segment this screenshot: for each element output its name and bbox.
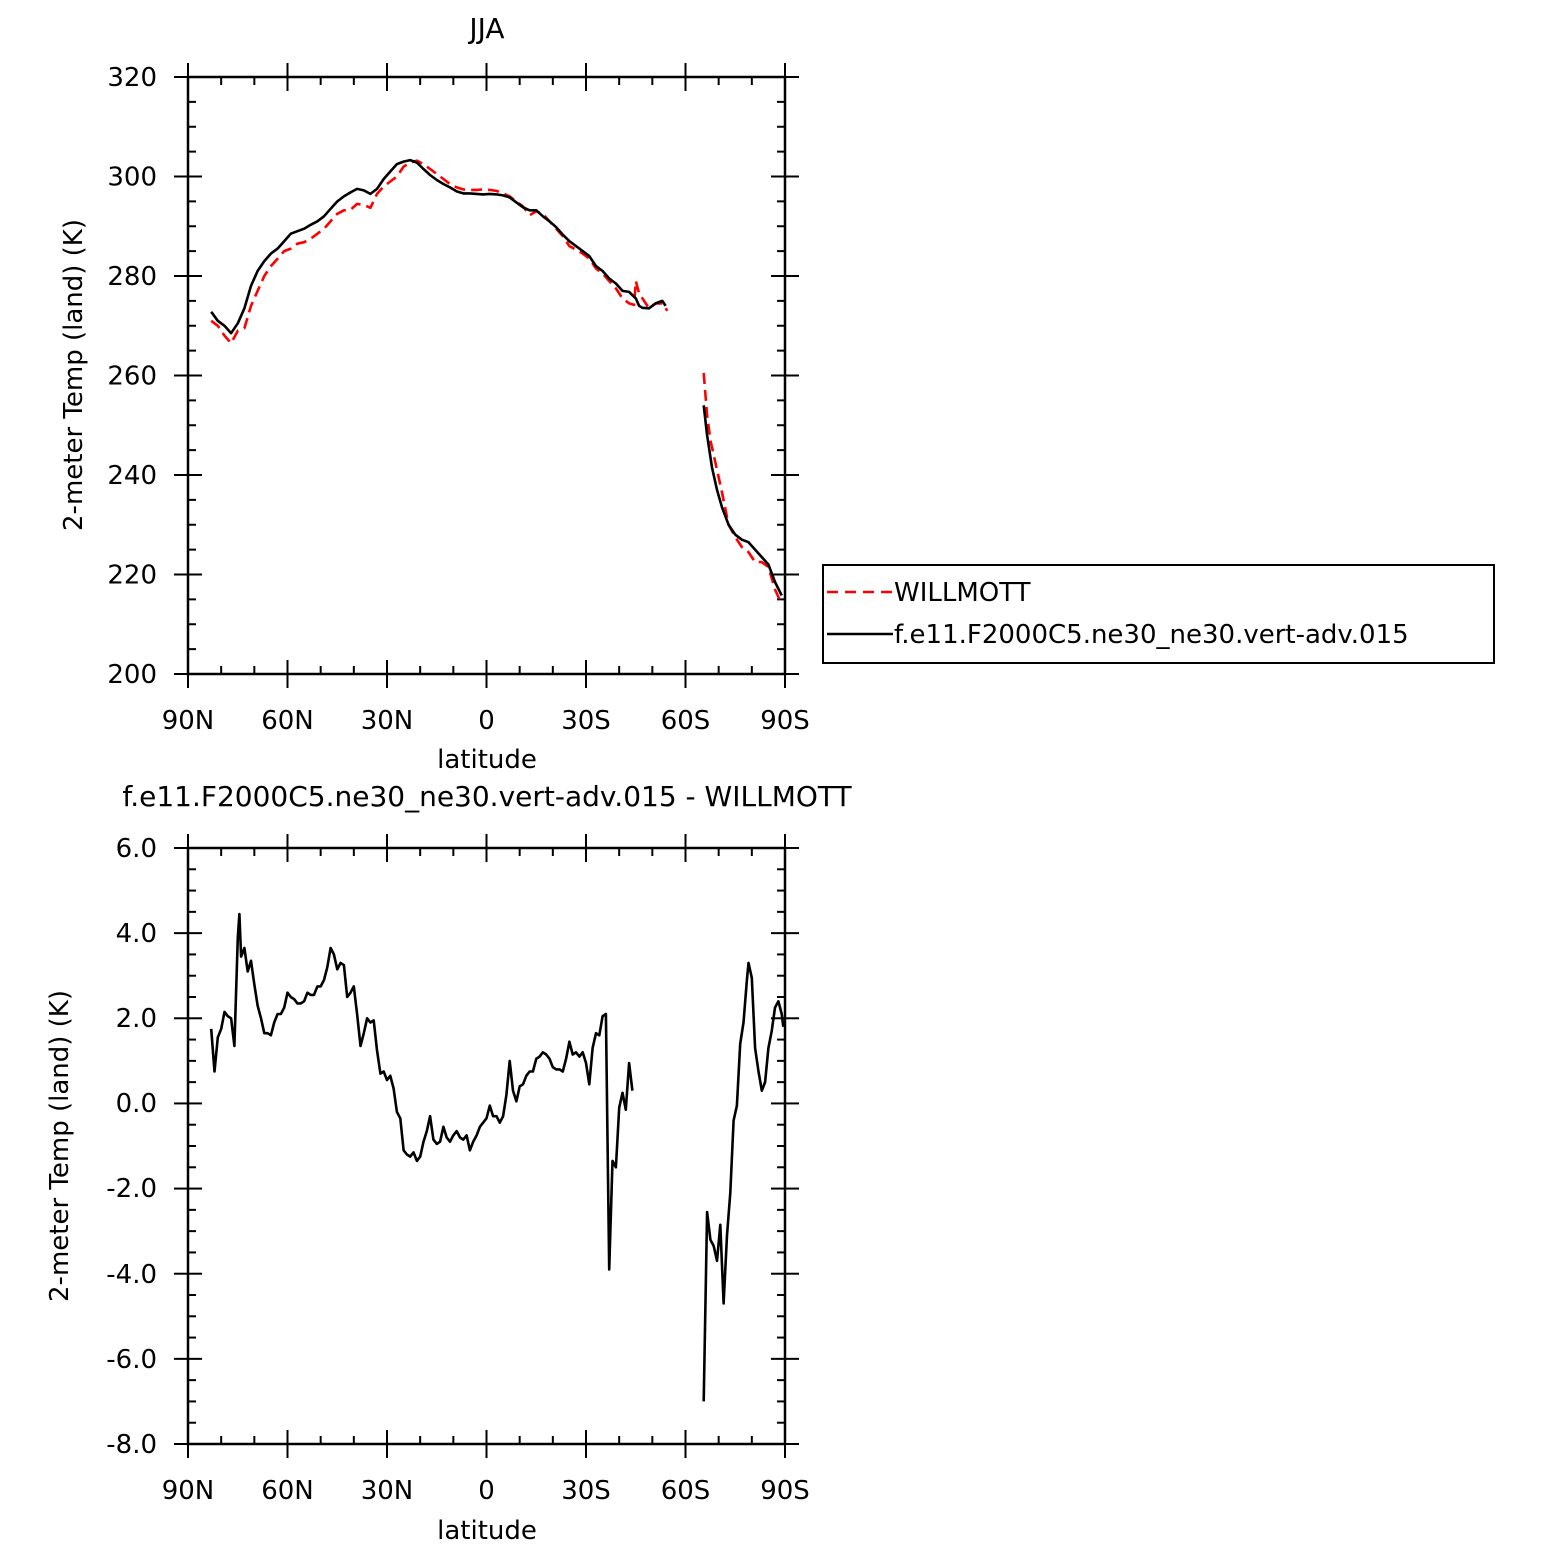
bottom-x-tick-label: 0 xyxy=(478,1476,495,1506)
bottom-y-tick-label: 6.0 xyxy=(116,834,157,864)
top-x-tick-label: 90S xyxy=(760,706,810,736)
bottom-y-axis-label: 2-meter Temp (land) (K) xyxy=(45,990,75,1302)
bottom-series-model-line xyxy=(209,912,634,1271)
bottom-x-tick-label: 90S xyxy=(760,1476,810,1506)
top-y-tick-label: 320 xyxy=(107,63,157,93)
bottom-panel: f.e11.F2000C5.ne30_ne30.vert-adv.015 - W… xyxy=(45,780,853,1546)
legend-label-model: f.e11.F2000C5.ne30_ne30.vert-adv.015 xyxy=(894,620,1409,650)
top-y-tick-label: 220 xyxy=(107,561,157,591)
bottom-y-tick-label: 0.0 xyxy=(116,1089,157,1119)
top-series-lines xyxy=(210,158,783,605)
top-x-tick-label: 0 xyxy=(478,706,495,736)
top-series-model-line xyxy=(702,405,783,596)
bottom-y-tick-label: 2.0 xyxy=(116,1004,157,1034)
legend: WILLMOTT f.e11.F2000C5.ne30_ne30.vert-ad… xyxy=(822,564,1495,664)
top-x-axis-label: latitude xyxy=(437,745,537,775)
bottom-x-tick-label: 60S xyxy=(661,1476,711,1506)
top-chart-title: JJA xyxy=(467,12,504,45)
bottom-y-tick-label: -4.0 xyxy=(106,1260,157,1290)
bottom-chart-title: f.e11.F2000C5.ne30_ne30.vert-adv.015 - W… xyxy=(122,780,852,813)
bottom-y-tick-label: -8.0 xyxy=(106,1430,157,1460)
bottom-y-tick-label: -2.0 xyxy=(106,1174,157,1204)
bottom-x-tick-label: 90N xyxy=(162,1476,215,1506)
bottom-x-tick-label: 30N xyxy=(361,1476,414,1506)
bottom-x-axis-label: latitude xyxy=(437,1516,537,1546)
top-y-tick-label: 200 xyxy=(107,660,157,690)
top-panel: JJA 90N 60N 30N 0 30S 60S 90S 200 220 24… xyxy=(59,12,1495,775)
legend-box xyxy=(822,564,1495,664)
bottom-series-model-line xyxy=(702,961,785,1402)
bottom-y-tick-label: -6.0 xyxy=(106,1345,157,1375)
top-series-willmott-line xyxy=(210,159,669,345)
bottom-plot-frame xyxy=(186,846,787,1446)
top-x-tick-label: 60S xyxy=(661,706,711,736)
top-y-tick-label: 280 xyxy=(107,262,157,292)
legend-label-willmott: WILLMOTT xyxy=(894,578,1031,608)
top-ticks xyxy=(174,63,799,688)
top-y-tick-label: 260 xyxy=(107,362,157,392)
bottom-x-tick-label: 60N xyxy=(261,1476,314,1506)
top-x-tick-label: 60N xyxy=(261,706,314,736)
top-x-tick-label: 30S xyxy=(561,706,611,736)
bottom-x-tick-label: 30S xyxy=(561,1476,611,1506)
top-plot-frame xyxy=(186,75,787,676)
bottom-ticks xyxy=(174,834,799,1458)
bottom-series-lines xyxy=(209,912,785,1402)
top-series-willmott-line xyxy=(702,372,783,605)
top-y-axis-label: 2-meter Temp (land) (K) xyxy=(59,219,89,531)
top-series-model-line xyxy=(210,158,667,335)
top-y-tick-label: 240 xyxy=(107,461,157,491)
bottom-y-tick-label: 4.0 xyxy=(116,919,157,949)
top-y-tick-label: 300 xyxy=(107,163,157,193)
top-x-tick-label: 90N xyxy=(162,706,215,736)
top-x-tick-label: 30N xyxy=(361,706,414,736)
